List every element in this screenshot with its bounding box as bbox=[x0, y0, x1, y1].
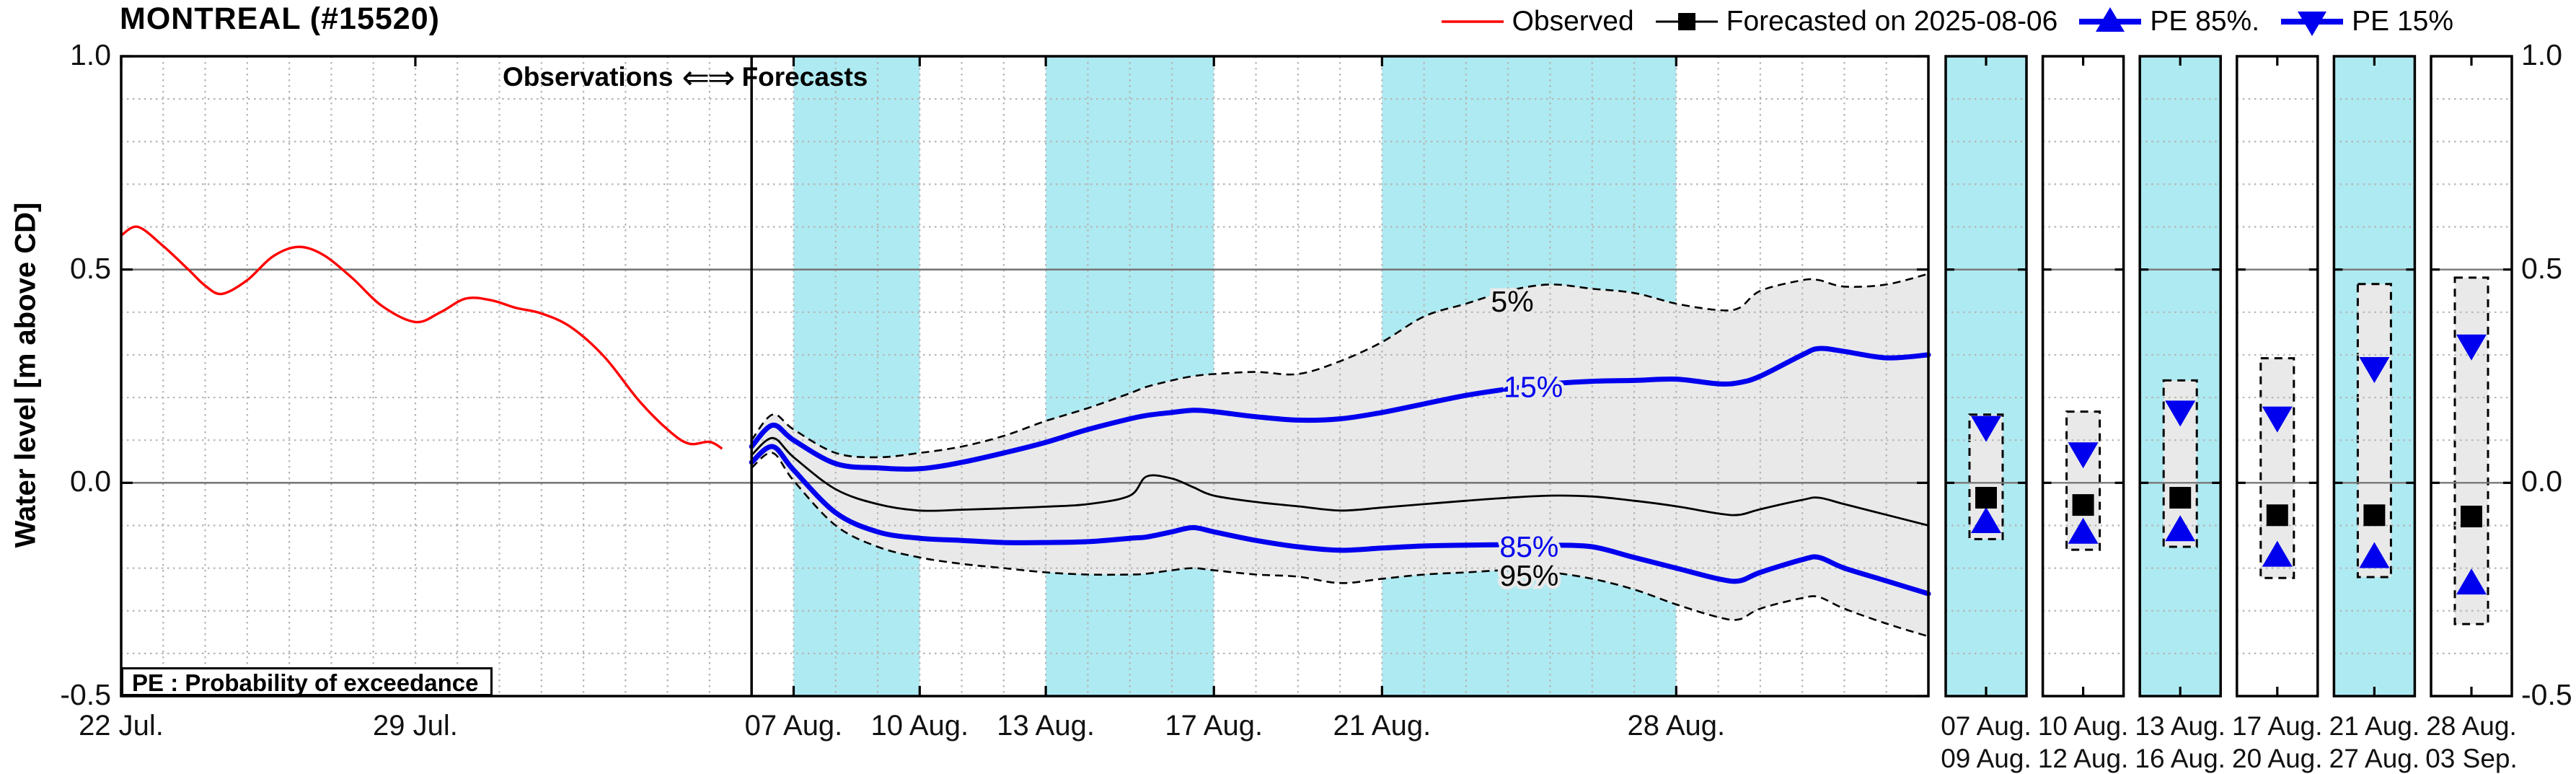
panel-date-start-label: 13 Aug. bbox=[2135, 711, 2226, 741]
legend-item-observed: Observed bbox=[1440, 6, 1634, 38]
legend-item-pe15: PE 15% bbox=[2280, 6, 2453, 38]
legend-item-pe85: PE 85%. bbox=[2078, 6, 2259, 38]
pe15-marker bbox=[2068, 442, 2099, 469]
x-tick-label: 22 Jul. bbox=[79, 710, 164, 742]
pe85-curve bbox=[749, 444, 1931, 597]
median-marker bbox=[2266, 504, 2288, 527]
pe15-marker bbox=[1971, 415, 2001, 442]
observed-line-icon bbox=[1440, 6, 1505, 38]
x-tick-label: 28 Aug. bbox=[1627, 710, 1726, 742]
pe15-curve bbox=[749, 346, 1931, 472]
legend-item-forecast: Forecasted on 2025-08-06 bbox=[1654, 6, 2058, 38]
cyan-forecast-band bbox=[1046, 56, 1214, 696]
pe-note: PE : Probability of exceedance bbox=[121, 667, 493, 696]
plot-border bbox=[120, 55, 1930, 698]
pe85-marker bbox=[2165, 515, 2196, 542]
pe85-marker bbox=[1971, 506, 2001, 533]
median-marker bbox=[2169, 487, 2192, 509]
pe85-marker bbox=[2262, 540, 2293, 567]
y-tick-label-right: 0.5 bbox=[2521, 251, 2562, 285]
panel-background bbox=[2042, 56, 2124, 696]
pe85-marker bbox=[2359, 542, 2390, 568]
panel-background bbox=[1946, 56, 2026, 696]
observations-label: Observations bbox=[503, 62, 674, 92]
forecast-line-icon bbox=[1654, 6, 1719, 38]
pe15-marker bbox=[2359, 357, 2390, 384]
y-tick-label: 0.0 bbox=[70, 465, 111, 498]
p85-label: 85% bbox=[1499, 530, 1558, 563]
forecast-median-curve bbox=[751, 436, 1929, 527]
pe15-marker bbox=[2165, 400, 2196, 427]
panel-background bbox=[2140, 56, 2221, 696]
panel-date-start-label: 21 Aug. bbox=[2329, 711, 2420, 741]
p95-curve bbox=[751, 452, 1929, 638]
x-tick-label: 13 Aug. bbox=[997, 710, 1095, 742]
panel-date-end-label: 12 Aug. bbox=[2037, 744, 2129, 773]
x-tick-label: 07 Aug. bbox=[744, 710, 843, 742]
median-marker bbox=[2363, 504, 2386, 527]
median-marker bbox=[1975, 487, 1997, 509]
y-tick-label-right: -0.5 bbox=[2521, 678, 2572, 711]
pe85-marker bbox=[2068, 517, 2099, 544]
observed-curve bbox=[120, 225, 723, 450]
double-arrow-icon: ⇐⇒ bbox=[682, 58, 735, 96]
observations-forecasts-banner: Observations ⇐⇒ Forecasts bbox=[503, 61, 868, 94]
panel-date-end-label: 16 Aug. bbox=[2135, 744, 2226, 773]
y-tick-label: 1.0 bbox=[70, 38, 111, 71]
page-title: MONTREAL (#15520) bbox=[120, 1, 440, 36]
legend-pe15-label: PE 15% bbox=[2352, 6, 2453, 37]
legend-observed-label: Observed bbox=[1512, 6, 1634, 37]
pe15-marker bbox=[2262, 406, 2293, 433]
panel-date-end-label: 03 Sep. bbox=[2425, 744, 2518, 773]
panel-date-start-label: 28 Aug. bbox=[2426, 711, 2517, 741]
cyan-forecast-band bbox=[793, 56, 920, 696]
forecasts-label: Forecasts bbox=[741, 62, 868, 92]
panel-date-start-label: 10 Aug. bbox=[2037, 711, 2129, 741]
p5-label: 5% bbox=[1491, 285, 1533, 318]
panel-date-end-label: 27 Aug. bbox=[2329, 744, 2420, 773]
panel-date-start-label: 07 Aug. bbox=[1941, 711, 2032, 741]
median-marker bbox=[2072, 494, 2094, 516]
p95-label: 95% bbox=[1499, 559, 1558, 592]
y-tick-label-right: 0.0 bbox=[2521, 465, 2562, 498]
y-tick-label: -0.5 bbox=[60, 678, 111, 711]
legend-pe85-label: PE 85%. bbox=[2150, 6, 2260, 37]
x-tick-label: 29 Jul. bbox=[373, 710, 458, 742]
p15-label: 15% bbox=[1504, 370, 1563, 403]
pe85-marker bbox=[2456, 568, 2487, 595]
y-tick-label-right: 1.0 bbox=[2521, 38, 2562, 71]
y-tick-label: 0.5 bbox=[70, 251, 111, 285]
pe15-triangle-down-icon bbox=[2280, 6, 2345, 38]
x-tick-label: 21 Aug. bbox=[1333, 710, 1432, 742]
panel-date-end-label: 09 Aug. bbox=[1941, 744, 2032, 773]
panel-range-box bbox=[2356, 283, 2392, 579]
p5-curve bbox=[751, 273, 1929, 459]
legend-forecast-label: Forecasted on 2025-08-06 bbox=[1726, 6, 2058, 37]
median-marker bbox=[2461, 506, 2482, 528]
legend: Observed Forecasted on 2025-08-06 PE 85%… bbox=[1440, 6, 2453, 38]
pe85-triangle-up-icon bbox=[2078, 6, 2143, 38]
x-tick-label: 17 Aug. bbox=[1165, 710, 1263, 742]
panel-date-start-label: 17 Aug. bbox=[2232, 711, 2323, 741]
pe15-marker bbox=[2456, 334, 2487, 361]
x-tick-label: 10 Aug. bbox=[870, 710, 969, 742]
panel-date-end-label: 20 Aug. bbox=[2232, 744, 2323, 773]
